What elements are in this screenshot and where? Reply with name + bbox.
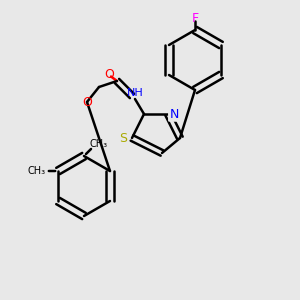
- Text: S: S: [119, 131, 127, 145]
- Text: O: O: [82, 95, 92, 109]
- Text: CH₃: CH₃: [28, 166, 46, 176]
- Text: N: N: [169, 107, 179, 121]
- Text: F: F: [191, 11, 199, 25]
- Text: O: O: [105, 68, 114, 82]
- Text: NH: NH: [127, 88, 143, 98]
- Text: CH₃: CH₃: [90, 139, 108, 149]
